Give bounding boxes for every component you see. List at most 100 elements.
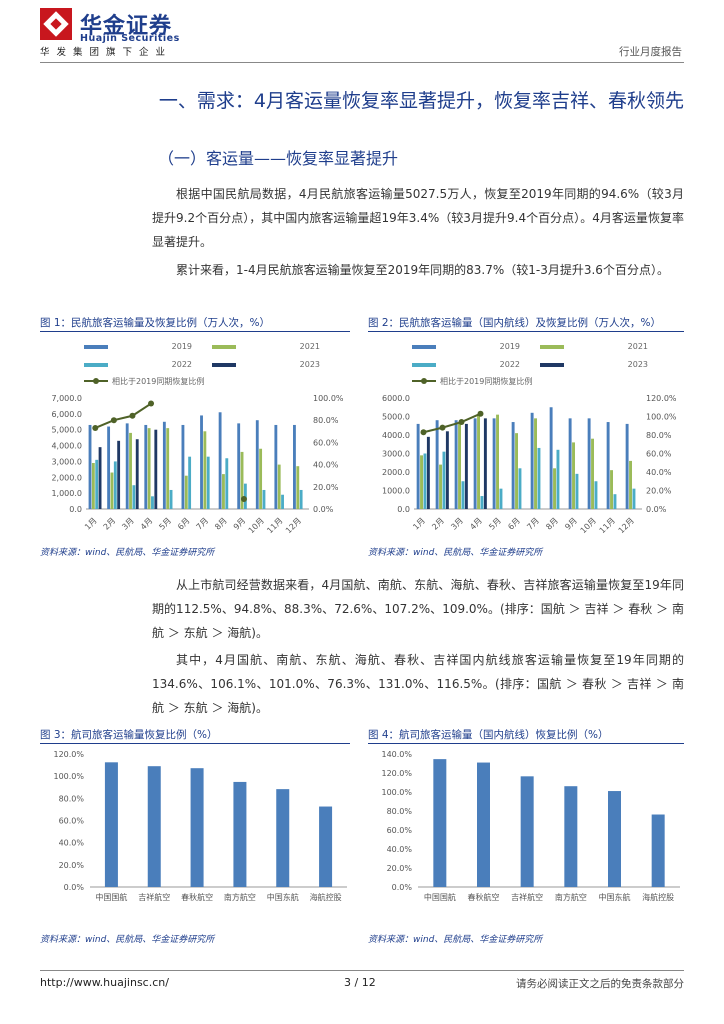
bar-2022 <box>132 485 136 509</box>
bar-2023 <box>135 439 139 509</box>
bar-2021 <box>458 423 461 509</box>
y-tick-label: 4000.0 <box>382 431 410 440</box>
bar-2019 <box>530 412 534 509</box>
logo-icon <box>40 8 72 40</box>
footer-divider <box>40 970 684 971</box>
legend-swatch-2023 <box>540 363 564 367</box>
y-tick-label: 20.0% <box>59 861 85 870</box>
y-tick-label: 40.0% <box>387 845 413 854</box>
x-tick-label: 12月 <box>617 516 636 535</box>
x-tick-label: 春秋航空 <box>181 892 213 902</box>
bar-2019 <box>454 420 458 509</box>
bar-2021 <box>222 474 225 509</box>
bar-2021 <box>629 460 632 509</box>
bar-2022 <box>169 489 173 509</box>
legend-label: 2023 <box>300 360 320 369</box>
figure-2-source: 资料来源：wind、民航局、华金证券研究所 <box>368 548 543 558</box>
y2-tick-label: 60.0% <box>313 438 339 447</box>
bar-2022 <box>537 447 541 509</box>
bar-2023 <box>154 429 158 509</box>
legend-swatch-2022 <box>84 363 108 367</box>
figure-1-chart: 2019 2021 2022 2023 相比于2019同期恢复比例 0.0 1,000.0 2… <box>51 342 343 535</box>
bar-2022 <box>151 496 154 509</box>
figure-3-chart: 0.0% 20.0% 40.0% 60.0% 80.0% 100.0% 120.0% 中国国航… <box>53 750 347 902</box>
group-tagline: 华发集团旗下企业 <box>40 47 173 58</box>
x-tick-label: 12月 <box>284 516 303 535</box>
legend-label: 相比于2019同期恢复比例 <box>440 376 532 386</box>
bar-2021 <box>184 475 188 509</box>
bar <box>190 768 204 887</box>
x-tick-label: 9月 <box>563 516 579 532</box>
figure-1-rule <box>40 331 350 332</box>
legend-swatch-2019 <box>84 345 108 349</box>
footer-url-link[interactable]: http://www.huajinsc.cn/ <box>40 976 169 989</box>
bar-2022 <box>95 459 99 509</box>
x-tick-label: 中国东航 <box>267 892 299 902</box>
figure-3-source: 资料来源：wind、民航局、华金证券研究所 <box>40 935 215 945</box>
ratio-point <box>240 496 247 503</box>
x-tick-label: 7月 <box>195 516 211 532</box>
bar-2019 <box>492 418 496 509</box>
bar-2019 <box>162 421 166 509</box>
bar-2022 <box>461 481 465 509</box>
section-title: 一、需求：4月客运量恢复率显著提升，恢复率吉祥、春秋领先 <box>158 90 684 112</box>
bar-2019 <box>587 418 591 509</box>
y-tick-label: 1,000.0 <box>51 489 82 498</box>
y2-tick-label: 0.0% <box>313 505 334 514</box>
figure-1-title: 图 1：民航旅客运输量及恢复比例（万人次，%） <box>40 317 270 329</box>
y-tick-label: 2,000.0 <box>51 473 82 482</box>
bar-2021 <box>439 464 442 509</box>
bar-2019 <box>181 424 185 509</box>
figure-3-title: 图 3：航司旅客运输量恢复比例（%） <box>40 729 218 741</box>
bar <box>608 791 621 887</box>
bar-2021 <box>420 455 423 509</box>
x-tick-label: 南方航空 <box>224 892 256 902</box>
y2-tick-label: 80.0% <box>313 416 339 425</box>
bar-2022 <box>632 488 636 509</box>
y-tick-label: 5000.0 <box>382 413 410 422</box>
bar-2021 <box>147 428 151 509</box>
y-tick-label: 4,000.0 <box>51 442 82 451</box>
figure-4-rule <box>368 743 684 744</box>
x-tick-label: 1月 <box>83 516 99 532</box>
bar-2022 <box>575 473 579 509</box>
y2-tick-label: 120.0% <box>646 394 677 403</box>
bar-2021 <box>572 442 575 509</box>
bar-2023 <box>464 423 468 509</box>
legend-label: 2023 <box>628 360 648 369</box>
legend-marker-ratio <box>93 378 99 384</box>
legend-label: 2019 <box>172 342 192 351</box>
bar-2021 <box>166 428 170 509</box>
bar-2022 <box>442 451 446 509</box>
bar-2022 <box>299 489 303 509</box>
x-tick-label: 中国东航 <box>599 892 631 902</box>
y2-tick-label: 60.0% <box>646 450 672 459</box>
y-tick-label: 3000.0 <box>382 450 410 459</box>
bar-2023 <box>483 418 487 509</box>
x-tick-label: 吉祥航空 <box>138 892 170 902</box>
paragraph-2: 累计来看，1-4月民航旅客运输量恢复至2019年同期的83.7%（较1-3月提升… <box>176 263 669 277</box>
y2-tick-label: 80.0% <box>646 431 672 440</box>
y-tick-label: 3,000.0 <box>51 457 82 466</box>
y-tick-label: 60.0% <box>387 826 413 835</box>
bar-2021 <box>240 451 244 509</box>
legend-label: 2019 <box>500 342 520 351</box>
x-tick-label: 海航控股 <box>310 892 342 902</box>
bar-2021 <box>477 414 480 509</box>
x-tick-label: 5月 <box>157 516 173 532</box>
figure-3-rule <box>40 743 350 744</box>
y-tick-label: 1000.0 <box>382 487 410 496</box>
legend-label: 相比于2019同期恢复比例 <box>112 376 204 386</box>
figure-4-title: 图 4：航司旅客运输量（国内航线）恢复比例（%） <box>368 729 609 741</box>
paragraph-4: 其中，4月国航、南航、东航、海航、春秋、吉祥国内航线旅客运输量恢复至19年同期的… <box>152 653 684 715</box>
bar-2019 <box>606 422 610 509</box>
ratio-line <box>423 412 481 434</box>
bar-2019 <box>144 424 148 509</box>
bar-2021 <box>496 414 499 509</box>
bar-2023 <box>98 447 102 509</box>
bar-2022 <box>556 449 560 509</box>
report-type: 行业月度报告 <box>619 46 682 58</box>
bar-2022 <box>423 453 427 509</box>
figure-4-chart: 0.0% 20.0% 40.0% 60.0% 80.0% 100.0% 120.0% 140.… <box>381 750 680 902</box>
bar-2021 <box>610 470 613 509</box>
